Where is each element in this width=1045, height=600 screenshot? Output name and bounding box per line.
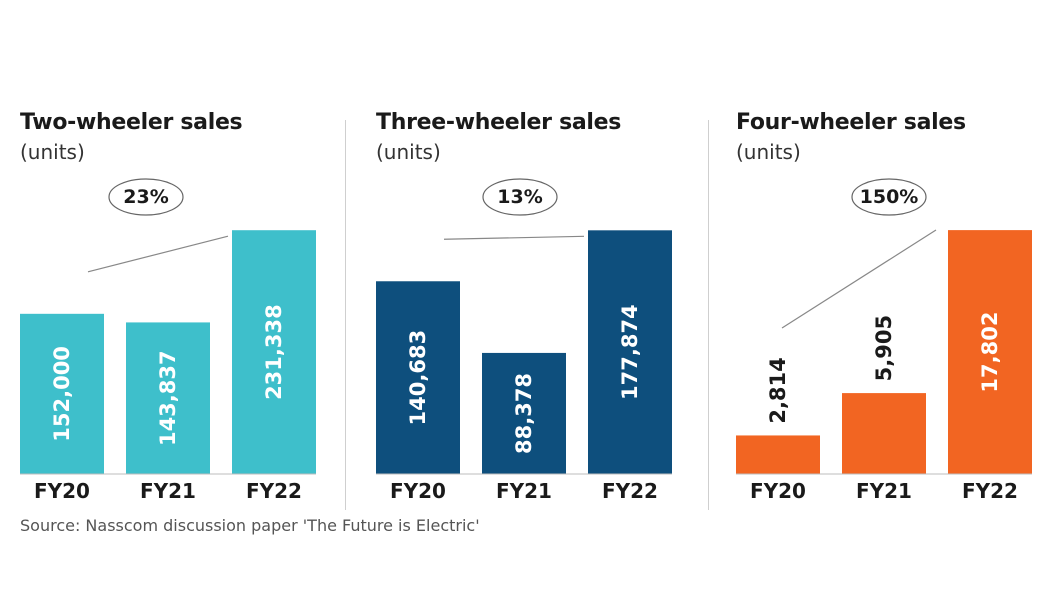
bar	[948, 230, 1032, 474]
bar	[482, 352, 566, 474]
data-label: 88,378	[512, 373, 536, 454]
bar	[588, 230, 672, 474]
x-tick-label: FY21	[140, 479, 196, 503]
chart-title: Three-wheeler sales	[376, 110, 622, 135]
x-tick-label: FY21	[496, 479, 552, 503]
bar	[20, 313, 104, 474]
trend-line	[443, 235, 585, 240]
trend-line	[87, 235, 229, 273]
divider	[345, 120, 346, 510]
growth-label: 13%	[497, 186, 542, 208]
x-tick-label: FY22	[962, 479, 1018, 503]
data-label: 231,338	[262, 304, 286, 400]
trend-line	[781, 229, 937, 329]
x-tick-label: FY20	[34, 479, 90, 503]
data-label: 143,837	[156, 350, 180, 446]
growth-label: 23%	[123, 186, 168, 208]
bar	[376, 281, 460, 474]
x-tick-label: FY22	[246, 479, 302, 503]
chart-subtitle: (units)	[736, 140, 801, 164]
bar	[736, 435, 820, 474]
chart-subtitle: (units)	[20, 140, 85, 164]
data-label: 140,683	[406, 330, 430, 426]
x-tick-label: FY22	[602, 479, 658, 503]
divider	[708, 120, 709, 510]
growth-ellipse	[851, 178, 927, 216]
chart-title: Two-wheeler sales	[20, 110, 243, 135]
x-tick-label: FY21	[856, 479, 912, 503]
three-wheeler-panel: Three-wheeler sales (units) 140,683 FY20 8…	[376, 0, 676, 520]
x-tick-label: FY20	[750, 479, 806, 503]
data-label: 17,802	[978, 312, 1002, 393]
growth-ellipse	[108, 178, 184, 216]
two-wheeler-chart: 152,000 FY20 143,837 FY21 231,338 FY22 23%	[20, 178, 316, 503]
x-tick-label: FY20	[390, 479, 446, 503]
chart-subtitle: (units)	[376, 140, 441, 164]
four-wheeler-panel: Four-wheeler sales (units) 2,814 FY20 5,90…	[736, 0, 1036, 520]
source-note: Source: Nasscom discussion paper 'The Fu…	[20, 516, 480, 535]
data-label: 2,814	[766, 357, 790, 423]
bar	[232, 230, 316, 474]
four-wheeler-chart: 2,814 FY20 5,905 FY21 17,802 FY22 150%	[736, 178, 1032, 503]
bar	[842, 393, 926, 474]
growth-label: 150%	[860, 186, 919, 208]
bar	[126, 322, 210, 474]
data-label: 5,905	[872, 315, 896, 381]
chart-title: Four-wheeler sales	[736, 110, 966, 135]
data-label: 152,000	[50, 346, 74, 442]
data-label: 177,874	[618, 304, 642, 400]
two-wheeler-panel: Two-wheeler sales (units) 152,000 FY20 143…	[20, 0, 320, 520]
three-wheeler-chart: 140,683 FY20 88,378 FY21 177,874 FY22 13%	[376, 178, 672, 503]
growth-ellipse	[482, 178, 558, 216]
